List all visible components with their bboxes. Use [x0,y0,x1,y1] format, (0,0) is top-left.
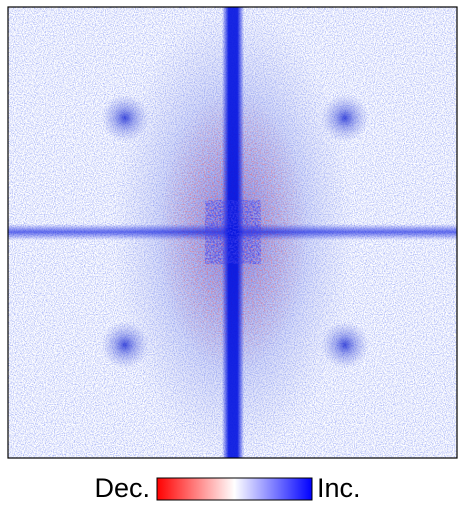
colorbar: Dec. Inc. [94,473,360,503]
colorbar-low-label: Dec. [94,473,150,503]
difference-map [8,7,457,458]
colorbar-gradient [156,477,313,501]
frame [7,6,458,459]
colorbar-high-label: Inc. [317,473,361,503]
